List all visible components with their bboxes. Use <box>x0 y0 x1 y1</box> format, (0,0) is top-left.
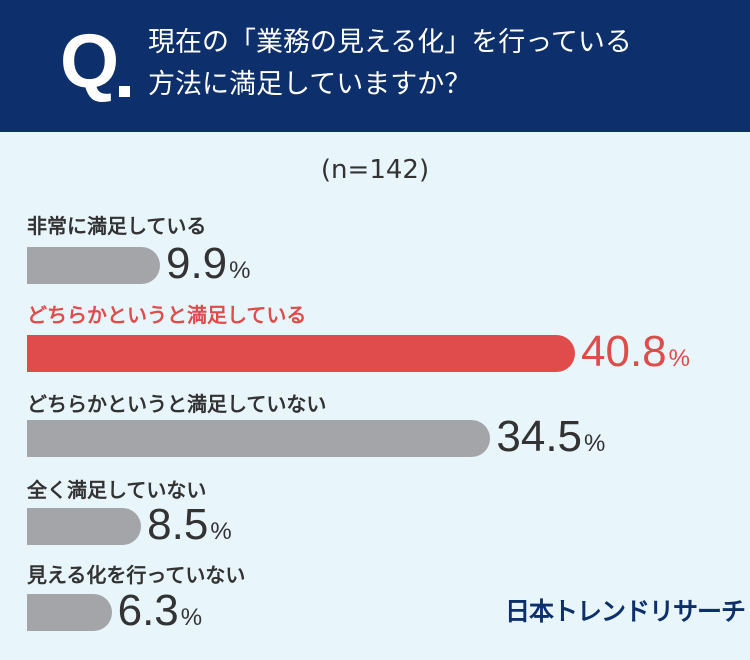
brand-logo-text: 日本トレンドリサーチ <box>505 597 746 626</box>
data-label: 6.3% <box>118 589 203 640</box>
data-label-unit: % <box>210 518 232 545</box>
question-line-1: 現在の「業務の見える化」を行っている <box>148 27 632 58</box>
data-label: 40.8% <box>581 330 690 381</box>
category-label: 見える化を行っていない <box>27 563 246 587</box>
question-line-2: 方法に満足していますか？ <box>148 69 472 100</box>
data-label: 8.5% <box>147 503 232 554</box>
data-label-value: 6.3 <box>117 586 179 635</box>
data-label-value: 40.8 <box>581 327 667 376</box>
q-mark: Q <box>60 19 119 104</box>
sample-size: (n=142) <box>320 155 430 185</box>
bar <box>27 247 160 284</box>
bar <box>27 508 142 545</box>
data-label-unit: % <box>229 257 251 284</box>
category-label: 非常に満足している <box>27 214 207 238</box>
data-label-unit: % <box>668 345 690 372</box>
bar <box>27 594 112 631</box>
question-text: 現在の「業務の見える化」を行っている 方法に満足していますか？ <box>148 22 728 106</box>
data-label-value: 9.9 <box>165 239 228 288</box>
data-label-value: 34.5 <box>496 412 583 461</box>
bar <box>27 335 575 372</box>
bar <box>27 420 491 457</box>
data-label: 9.9% <box>166 242 251 293</box>
category-label: どちらかというと満足している <box>27 303 307 327</box>
data-label: 34.5% <box>496 415 605 466</box>
q-mark-dot <box>119 86 130 97</box>
data-label-unit: % <box>180 604 203 631</box>
question-header: Q 現在の「業務の見える化」を行っている 方法に満足していますか？ <box>0 0 750 132</box>
data-label-value: 8.5 <box>147 500 209 549</box>
category-label: 全く満足していない <box>27 478 207 502</box>
category-label: どちらかというと満足していない <box>27 392 327 416</box>
data-label-unit: % <box>584 430 606 457</box>
